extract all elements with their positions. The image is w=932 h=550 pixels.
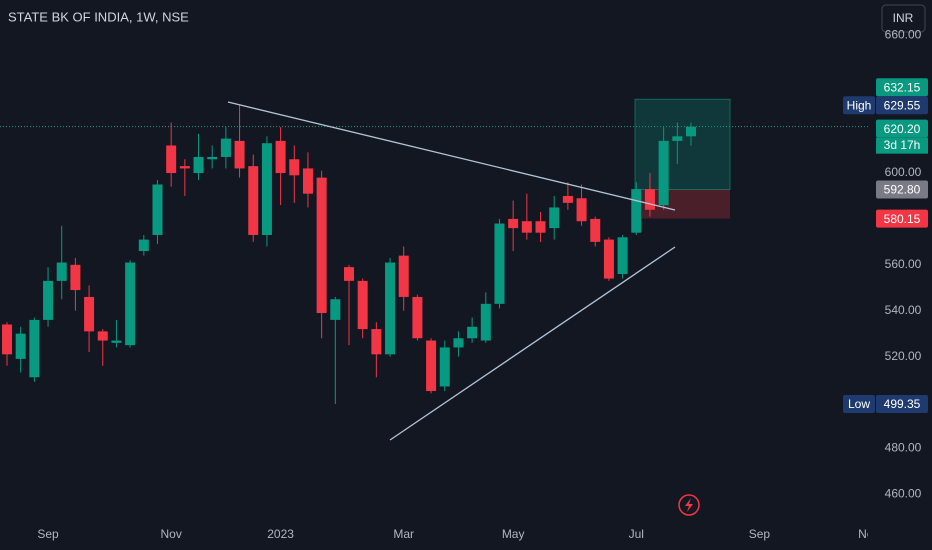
candle-body [603,239,614,279]
candle-body [70,264,81,291]
candle-body [617,237,628,274]
candle-body [43,280,54,320]
y-tick-label: 480.00 [885,441,922,455]
y-tick-label: 540.00 [885,303,922,317]
high-label-text: High [847,98,872,112]
candle-body [152,184,163,235]
candle-body [562,195,573,203]
x-tick-label: Nov [160,527,181,541]
currency-button[interactable] [881,4,926,33]
candle-body [412,296,423,339]
low-label-text: Low [848,397,870,411]
candle-body [316,177,327,314]
candle-body [138,239,149,252]
candle-body [535,221,546,233]
x-tick-label: Jul [629,527,644,541]
candle-body [220,138,231,157]
candle-body [521,221,532,233]
candle-body [166,145,177,174]
candle-body [658,140,669,206]
target-badge [876,78,928,97]
candle-body [84,296,95,332]
y-tick-label: 460.00 [885,486,922,500]
candle-body [644,189,655,210]
candle-body [207,156,218,160]
candle-body [576,198,587,222]
countdown-label: 3d 17h [884,138,921,152]
candle-body [344,267,354,281]
y-tick-label: 600.00 [885,165,922,179]
candle-body [261,143,272,235]
trend-line [389,246,676,441]
alert-bolt [685,498,693,512]
y-tick-label: 660.00 [885,28,922,42]
target-badge-label: 632.15 [884,80,921,94]
y-tick-label: 560.00 [885,257,922,271]
low-label-value: 499.35 [884,397,921,411]
low-label-tag [843,394,875,413]
candle-body [549,207,560,229]
alert-icon[interactable] [678,494,700,516]
candle-body [467,326,478,339]
high-label-tag [843,96,875,115]
last-price-badge-label: 620.20 [884,122,921,136]
candle-body [590,218,601,242]
candle-body [302,168,313,194]
candle-body [111,340,122,343]
candle-body [426,340,437,392]
candle-body [398,255,409,297]
entry-badge [876,180,928,199]
candle-body [29,319,40,378]
candle-body [2,324,12,355]
overlay: 460.00 480.00 520.00 540.00 560.00 600.00 660.… [843,28,928,500]
candle-body [248,166,259,235]
high-label-value: 629.55 [884,98,921,112]
candle-body [494,223,505,304]
candle-body [97,331,108,341]
high-label-badge [876,96,928,115]
countdown-badge [876,137,928,154]
currency-label: INR [893,11,914,25]
candle-body [193,156,204,174]
candle-body [385,262,396,355]
candle-body [508,218,519,229]
candle-body [15,333,26,359]
x-tick-label: May [502,527,525,541]
profit-zone [634,98,731,191]
candle-body [439,347,450,387]
stop-badge [876,209,928,228]
low-label-badge [876,394,928,413]
candle-body [125,262,136,346]
entry-badge-label: 592.80 [884,183,921,197]
candle-body [179,166,190,169]
candle-body [275,140,286,174]
x-tick-label: Sep [749,527,771,541]
candle-body [453,338,464,348]
trend-line [227,101,676,211]
stop-badge-label: 580.15 [884,212,921,226]
candle-body [686,126,696,137]
candle-body [480,303,491,341]
x-tick-label: Sep [37,527,59,541]
candle-body [234,140,245,169]
candle-body [330,299,341,320]
candle-body [631,189,642,233]
candle-body [371,329,382,355]
last-price-badge [876,119,928,138]
x-tick-label: Mar [393,527,414,541]
candle-body [289,159,300,176]
chart-title: STATE BK OF INDIA, 1W, NSE [8,9,189,24]
y-tick-label: 520.00 [885,349,922,363]
candle-body [357,280,368,330]
candle-body [56,262,67,281]
candle-body [672,136,683,141]
x-tick-label: 2023 [267,527,294,541]
